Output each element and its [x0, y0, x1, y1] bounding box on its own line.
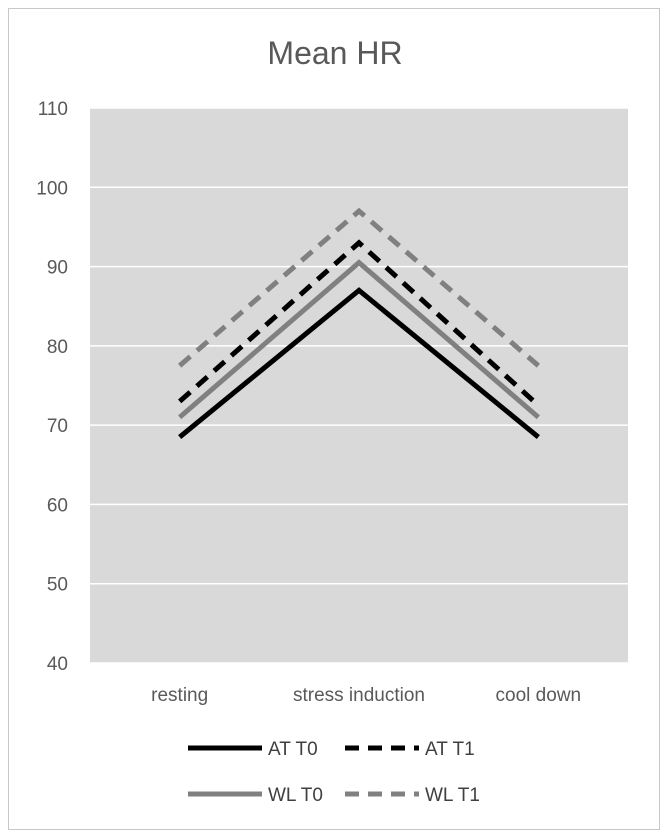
series-line-0	[178, 287, 540, 439]
y-tick-label: 90	[47, 258, 68, 279]
legend-label: AT T1	[425, 739, 475, 760]
series-line-3	[178, 207, 540, 368]
y-tick-label: 40	[47, 654, 68, 675]
series-lines	[178, 207, 541, 439]
gridlines	[90, 107, 628, 664]
y-tick-label: 60	[47, 495, 68, 516]
y-tick-label: 100	[36, 178, 68, 199]
y-tick-label: 50	[47, 575, 68, 596]
x-tick-label: stress induction	[293, 685, 425, 706]
legend-label: AT T0	[268, 739, 318, 760]
series-line-2	[178, 259, 540, 420]
x-axis-ticks: resting stress induction cool down	[151, 685, 581, 706]
legend-label: WL T0	[268, 785, 323, 806]
x-tick-label: resting	[151, 685, 208, 706]
y-tick-label: 110	[38, 99, 68, 120]
y-axis-ticks: 40 50 60 70 80 90 100 110	[36, 99, 68, 675]
legend-label: WL T1	[425, 785, 480, 806]
y-tick-label: 80	[47, 337, 68, 358]
plot-area	[90, 108, 628, 663]
legend: AT T0 AT T1 WL T0 WL T1	[188, 739, 480, 806]
x-tick-label: cool down	[496, 685, 582, 706]
y-tick-label: 70	[47, 416, 68, 437]
series-line-1	[178, 239, 541, 408]
chart-title: Mean HR	[267, 35, 402, 71]
